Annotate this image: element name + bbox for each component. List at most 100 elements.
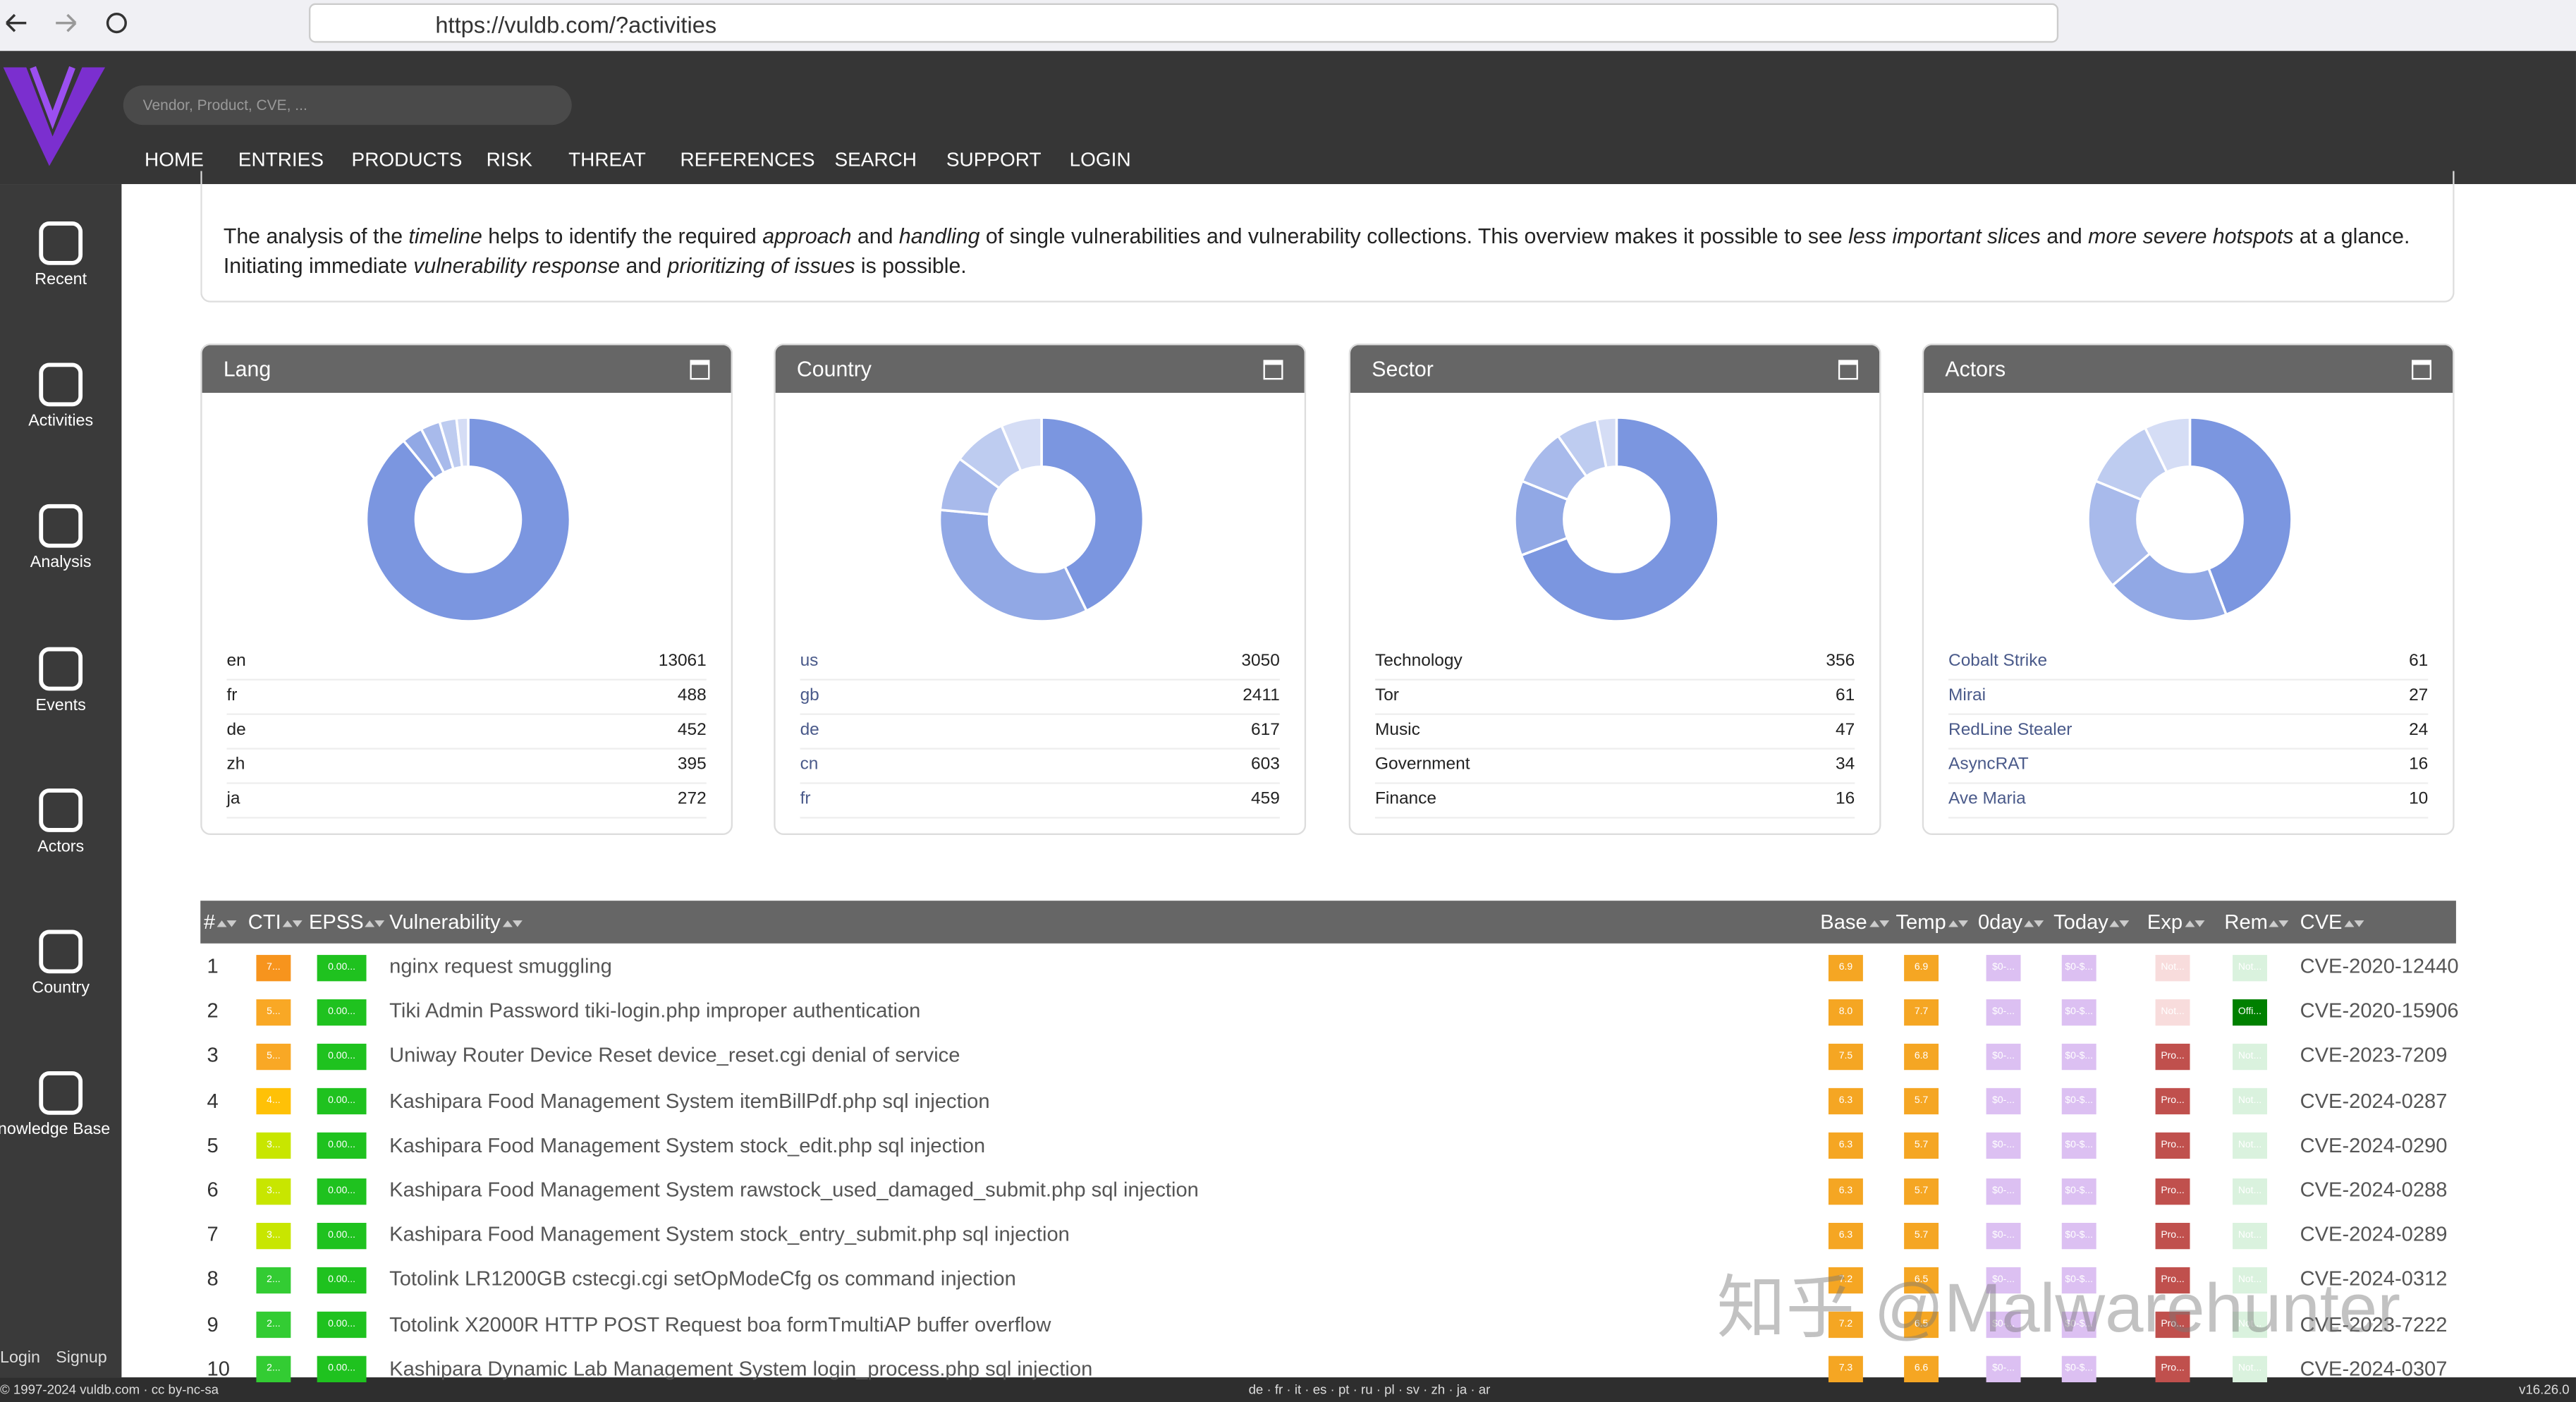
vulnerability-link[interactable]: Tiki Admin Password tiki-login.php impro… [389, 999, 921, 1023]
panel-row: Tor 61 [1374, 679, 1855, 715]
cve-link[interactable]: CVE-2023-7222 [2300, 1312, 2448, 1336]
nav-link[interactable]: SUPPORT [946, 147, 1042, 171]
signup-link[interactable]: Signup [56, 1349, 107, 1368]
url-bar[interactable]: https://vuldb.com/?activities [308, 3, 2059, 43]
login-link[interactable]: Login [0, 1349, 41, 1368]
cve-link[interactable]: CVE-2024-0307 [2300, 1357, 2448, 1381]
panel-toggle[interactable] [2411, 360, 2431, 380]
nav-link[interactable]: RISK [486, 147, 532, 171]
row-label[interactable]: AsyncRAT [1948, 754, 2029, 774]
score-cell: 0.00... [317, 1133, 367, 1159]
row-label[interactable]: gb [800, 685, 819, 705]
row-label[interactable]: RedLine Stealer [1948, 719, 2073, 740]
score-cell: 2... [256, 1267, 291, 1293]
cve-link[interactable]: CVE-2024-0289 [2300, 1223, 2448, 1247]
language-links[interactable]: de · fr · it · es · pt · ru · pl · sv · … [1248, 1382, 1491, 1398]
vulnerability-link[interactable]: Kashipara Food Management System rawstoc… [389, 1178, 1199, 1202]
sidebar-item[interactable]: Analysis [30, 554, 92, 573]
cve-link[interactable]: CVE-2020-15906 [2300, 999, 2459, 1023]
cve-link[interactable]: CVE-2020-12440 [2300, 955, 2459, 978]
nav-link[interactable]: ENTRIES [238, 147, 324, 171]
cve-link[interactable]: CVE-2023-7209 [2300, 1044, 2448, 1068]
row-value: 395 [677, 754, 707, 774]
score-cell: 4... [256, 1088, 291, 1115]
sidebar-item[interactable]: Activities [28, 413, 94, 432]
column-header[interactable]: 0day [1978, 901, 2044, 944]
nav-link[interactable]: SEARCH [834, 147, 917, 171]
column-header[interactable]: Temp [1896, 901, 1967, 944]
score-cell: Pro... [2155, 1267, 2190, 1293]
vulnerability-link[interactable]: Totolink LR1200GB cstecgi.cgi setOpModeC… [389, 1267, 1016, 1291]
column-header[interactable]: Today [2053, 901, 2130, 944]
column-title: Rem [2224, 910, 2268, 934]
nav-buttons[interactable] [0, 0, 148, 51]
vulnerability-link[interactable]: Uniway Router Device Reset device_reset.… [389, 1044, 960, 1068]
row-label[interactable]: Cobalt Strike [1948, 650, 2048, 671]
vulnerability-link[interactable]: Kashipara Dynamic Lab Management System … [389, 1357, 1093, 1381]
vulnerability-link[interactable]: Kashipara Food Management System stock_e… [389, 1133, 986, 1157]
sidebar-item[interactable]: Events [35, 696, 86, 714]
row-label[interactable]: fr [800, 788, 811, 809]
vulnerability-link[interactable]: nginx request smuggling [389, 955, 612, 978]
score-cell: 0.00... [317, 999, 367, 1025]
column-header[interactable]: CTI [248, 901, 303, 944]
nav-link[interactable]: THREAT [568, 147, 646, 171]
row-value: 10 [2409, 788, 2429, 809]
score-cell: $0-... [1986, 953, 2021, 981]
table-header [200, 901, 2456, 944]
column-header[interactable]: # [204, 901, 237, 944]
score-cell: $0-$... [2061, 1356, 2096, 1383]
sidebar-item[interactable]: Recent [35, 271, 87, 290]
row-label: Tor [1374, 685, 1399, 705]
sort-icon [502, 920, 513, 927]
row-label[interactable]: Mirai [1948, 685, 1986, 705]
sort-icon [226, 920, 237, 927]
copyright: © 1997-2024 vuldb.com · cc by-nc-sa [0, 1382, 219, 1398]
row-label[interactable]: cn [800, 754, 819, 774]
row-label[interactable]: de [800, 719, 819, 740]
score-cell: $0-... [1986, 1133, 2021, 1159]
score-cell: $0-... [1986, 1222, 2021, 1249]
panel-row: fr 459 [800, 782, 1280, 819]
cve-link[interactable]: CVE-2024-0288 [2300, 1178, 2448, 1202]
vulnerability-link[interactable]: Totolink X2000R HTTP POST Request boa fo… [389, 1312, 1051, 1336]
column-header[interactable]: Exp [2147, 901, 2204, 944]
column-header[interactable]: EPSS [309, 901, 385, 944]
score-cell: $0-$... [2061, 1043, 2096, 1070]
score-cell: $0-$... [2061, 1312, 2096, 1339]
search-box[interactable]: Vendor, Product, CVE, ... [123, 85, 572, 126]
score-cell: 6.6 [1904, 1356, 1939, 1383]
nav-link[interactable]: PRODUCTS [351, 147, 463, 171]
cve-link[interactable]: CVE-2024-0290 [2300, 1133, 2448, 1157]
vulnerability-link[interactable]: Kashipara Food Management System stock_e… [389, 1223, 1070, 1247]
column-header[interactable]: Rem [2224, 901, 2290, 944]
row-value: 16 [2409, 754, 2429, 774]
sidebar-item[interactable]: Country [32, 980, 90, 998]
panel-row: us 3050 [800, 645, 1280, 681]
icon-shape [39, 362, 83, 407]
cve-link[interactable]: CVE-2024-0312 [2300, 1267, 2448, 1291]
score-cell: $0-... [1986, 1088, 2021, 1115]
panel-toggle[interactable] [1838, 360, 1858, 380]
icon-shape [39, 504, 83, 549]
nav-link[interactable]: HOME [145, 147, 204, 171]
logo[interactable] [0, 64, 109, 171]
score-cell: $0-$... [2061, 953, 2096, 981]
row-label[interactable]: Ave Maria [1948, 788, 2026, 809]
score-cell: Pro... [2155, 1133, 2190, 1159]
cve-link[interactable]: CVE-2024-0287 [2300, 1089, 2448, 1112]
intro-text: timeline [408, 223, 482, 248]
vulnerability-link[interactable]: Kashipara Food Management System itemBil… [389, 1089, 990, 1112]
column-header[interactable]: Base [1820, 901, 1888, 944]
nav-link[interactable]: REFERENCES [680, 147, 815, 171]
sidebar-item[interactable]: Knowledge Base [0, 1121, 111, 1140]
sidebar-item[interactable]: Actors [37, 838, 85, 856]
nav-link[interactable]: LOGIN [1069, 147, 1131, 171]
row-label[interactable]: us [800, 650, 819, 671]
column-header[interactable]: CVE [2300, 901, 2364, 944]
panel-toggle[interactable] [690, 360, 710, 380]
panel-toggle[interactable] [1263, 360, 1283, 380]
column-header[interactable]: Vulnerability [389, 901, 523, 944]
donut-slice [1040, 416, 1145, 613]
